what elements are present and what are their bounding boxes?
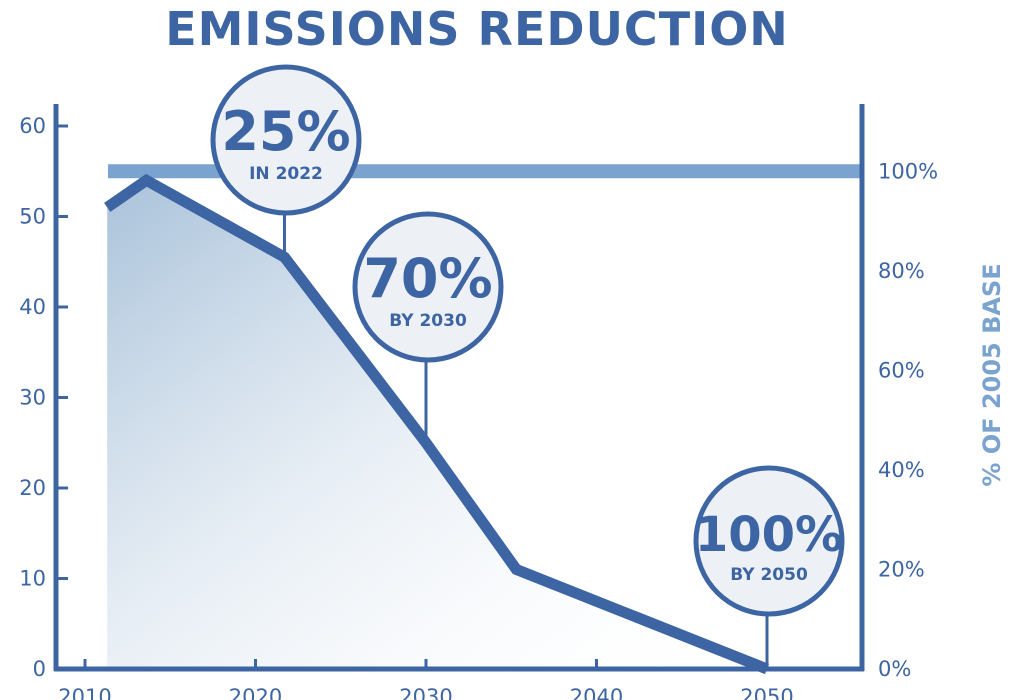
- callout-caption: IN 2022: [249, 164, 323, 184]
- callout-1: 25%IN 2022: [210, 64, 362, 258]
- x-tick-label: 2010: [58, 685, 111, 700]
- callout-bubble: [693, 465, 845, 617]
- y2-tick-label: 60%: [878, 358, 925, 382]
- x-tick-label: 2050: [740, 685, 793, 700]
- y2-tick-label: 0%: [878, 657, 911, 681]
- x-tick-label: 2040: [570, 685, 623, 700]
- right-axis-title: % OF 2005 BASE: [978, 263, 1006, 486]
- x-tick-label: 2020: [229, 685, 282, 700]
- y-tick-label: 20: [19, 476, 46, 500]
- y2-tick-label: 80%: [878, 259, 925, 283]
- callout-value: 25%: [221, 100, 350, 163]
- callout-2: 70%BY 2030: [352, 211, 504, 443]
- y-tick-label: 10: [19, 567, 46, 591]
- callout-bubble: [352, 211, 504, 363]
- y2-tick-label: 100%: [878, 159, 938, 183]
- y-tick-label: 50: [19, 205, 46, 229]
- y-tick-label: 0: [33, 657, 46, 681]
- y-tick-label: 30: [19, 386, 46, 410]
- callout-bubble: [210, 64, 362, 216]
- y-tick-label: 60: [19, 114, 46, 138]
- x-tick-label: 2030: [399, 685, 452, 700]
- emissions-line: [104, 173, 770, 675]
- callout-3: 100%BY 2050: [693, 465, 845, 669]
- area-fill: [107, 180, 767, 670]
- callout-caption: BY 2050: [730, 565, 808, 585]
- y-tick-label: 40: [19, 295, 46, 319]
- y2-tick-label: 20%: [878, 557, 925, 581]
- y2-tick-label: 40%: [878, 458, 925, 482]
- callout-value: 100%: [695, 507, 843, 563]
- callout-value: 70%: [363, 247, 492, 310]
- callout-caption: BY 2030: [389, 311, 467, 331]
- chart-title: EMISSIONS REDUCTION: [165, 2, 789, 56]
